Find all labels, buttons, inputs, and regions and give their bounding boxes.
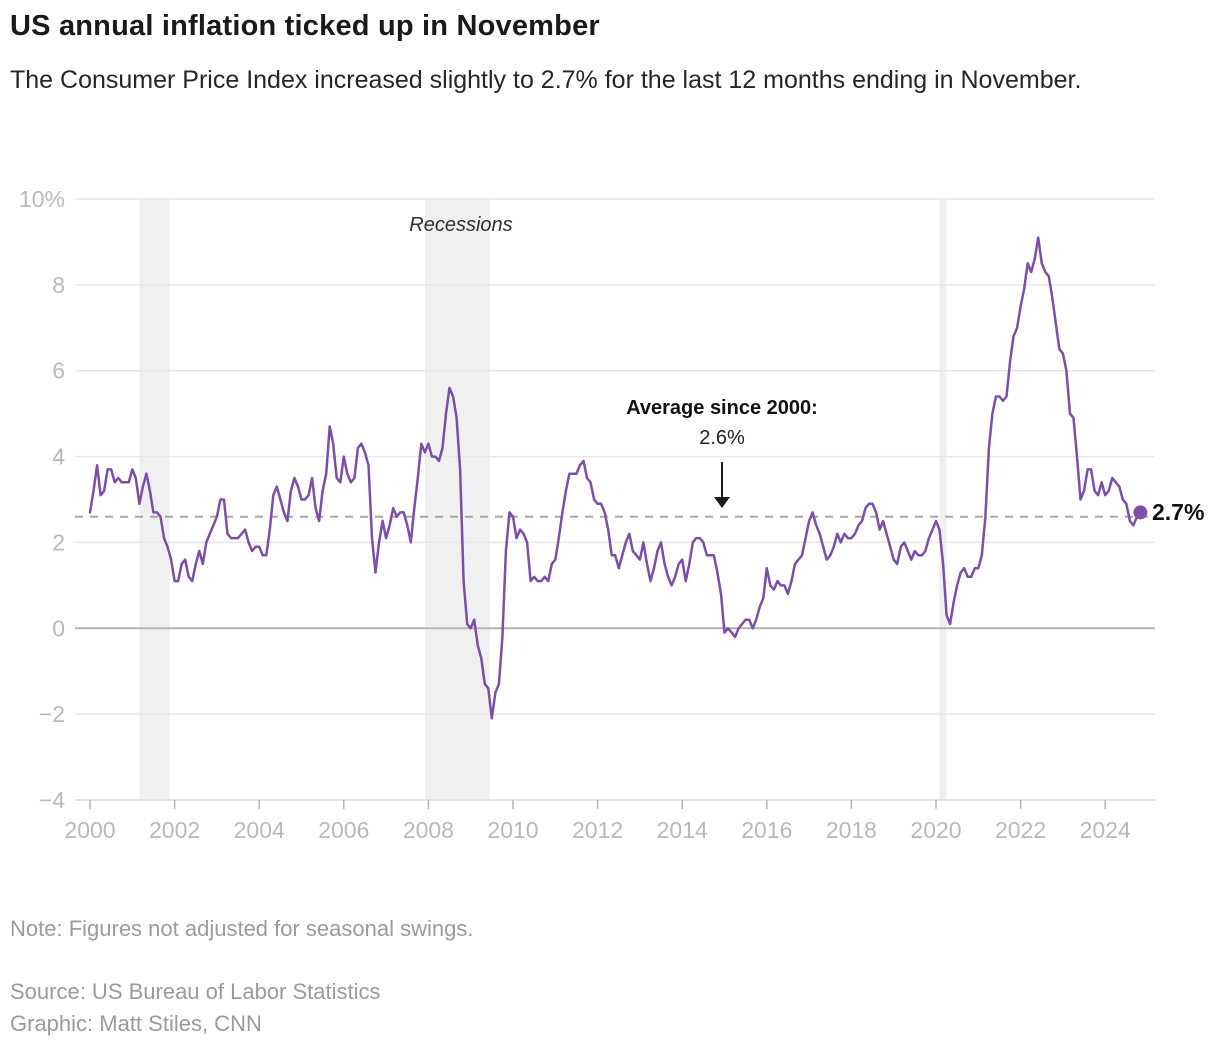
inflation-line-chart: 10% 8 6 4 2 0 −2 −4 2000 2002 2004 2006 2008 2010 2012… [19,186,1155,843]
x-tick-label: 2000 [64,817,115,843]
x-tick-label: 2010 [487,817,538,843]
x-tick-label: 2014 [657,817,708,843]
average-annotation-title: Average since 2000: [626,397,818,419]
y-tick-label: 8 [52,272,65,298]
recession-band [939,199,947,800]
arrow-down-icon [721,462,723,498]
y-tick-label: 6 [52,358,65,384]
credit-text: Graphic: Matt Stiles, CNN [10,1011,262,1036]
cpi-line [88,236,1142,720]
chart-area: 10% 8 6 4 2 0 −2 −4 2000 2002 2004 2006 2008 2010 2012… [0,170,1220,882]
arrow-down-head-icon [714,497,730,508]
average-annotation-value: 2.6% [699,427,745,449]
y-tick-label: 10% [19,186,65,212]
x-tick-label: 2002 [149,817,200,843]
note-text: Note: Figures not adjusted for seasonal … [10,916,474,941]
end-point-dot [1133,505,1148,520]
chart-subtitle: The Consumer Price Index increased sligh… [10,66,1082,94]
y-tick-label: −4 [39,787,65,813]
recession-band [425,199,490,800]
y-tick-label: −2 [39,701,65,727]
chart-title: US annual inflation ticked up in Novembe… [10,10,600,42]
source-text: Source: US Bureau of Labor Statistics [10,979,381,1004]
recession-band [139,199,170,800]
recessions-label: Recessions [409,214,513,236]
x-tick-label: 2018 [826,817,877,843]
x-tick-label: 2006 [318,817,369,843]
x-tick-label: 2022 [995,817,1046,843]
x-tick-label: 2012 [572,817,623,843]
x-tick-label: 2024 [1080,817,1131,843]
x-tick-label: 2020 [910,817,961,843]
y-tick-label: 4 [52,444,65,470]
latest-value-label: 2.7% [1152,499,1205,525]
y-tick-label: 2 [52,529,65,555]
x-tick-label: 2004 [234,817,285,843]
y-tick-label: 0 [52,615,65,641]
x-tick-label: 2008 [403,817,454,843]
x-tick-label: 2016 [741,817,792,843]
